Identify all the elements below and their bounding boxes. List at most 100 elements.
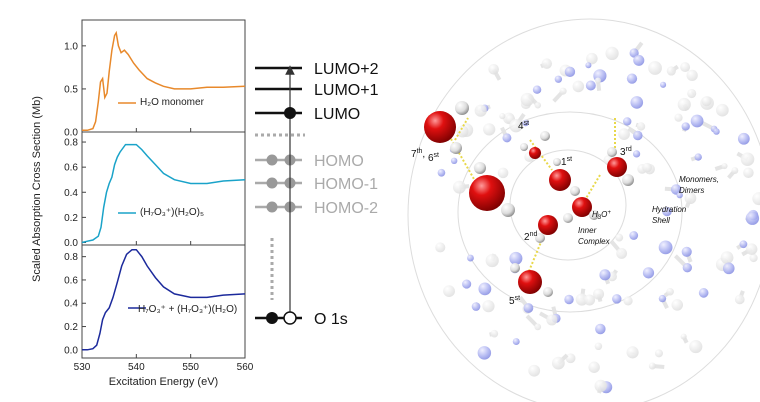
- atom: [509, 119, 523, 133]
- label-part: 1: [561, 157, 567, 168]
- atom: [554, 75, 563, 83]
- oxygen: [518, 270, 542, 294]
- y-tick-label: 0.0: [64, 345, 78, 356]
- atom: [456, 125, 469, 138]
- atom: [721, 162, 728, 170]
- atom: [594, 342, 603, 351]
- hydrogen: [535, 233, 545, 243]
- x-tick-label: 530: [74, 362, 91, 373]
- hydration-shell: [457, 111, 683, 313]
- atom: [722, 262, 735, 275]
- atom: [666, 66, 676, 76]
- atom: [666, 288, 674, 296]
- atom: [452, 180, 466, 194]
- atom: [716, 103, 729, 117]
- hydrogen: [570, 186, 580, 196]
- hydrogen: [553, 158, 561, 166]
- atom: [588, 361, 600, 373]
- atom: [599, 269, 611, 281]
- hydrogen: [455, 101, 469, 115]
- atom: [749, 253, 758, 263]
- shell-label: 3rd: [620, 146, 632, 158]
- label-part: st: [524, 120, 530, 127]
- label-part: st: [434, 152, 440, 159]
- atom: [658, 240, 673, 255]
- data-line: [82, 248, 246, 351]
- atom: [660, 81, 667, 88]
- x-tick-label: 550: [182, 362, 199, 373]
- atom: [626, 346, 639, 359]
- atom: [512, 338, 520, 346]
- oxygen: [538, 215, 558, 235]
- hydrogen: [474, 162, 486, 174]
- atom: [670, 184, 682, 195]
- hydrogen: [622, 174, 634, 186]
- atom: [648, 362, 656, 370]
- atom: [626, 73, 638, 84]
- atom: [585, 80, 596, 91]
- atom: [594, 379, 607, 393]
- level-label: HOMO: [314, 153, 364, 170]
- oxygen: [572, 197, 592, 217]
- atom: [623, 296, 633, 306]
- level-label: HOMO-1: [314, 176, 378, 193]
- atom: [564, 66, 576, 77]
- atom: [676, 191, 683, 199]
- atom: [565, 353, 576, 364]
- core-hole: [283, 311, 297, 325]
- atom: [687, 88, 697, 99]
- atom: [633, 130, 643, 141]
- electron: [266, 154, 278, 166]
- region-label: Dimers: [679, 186, 704, 195]
- atom: [618, 128, 630, 140]
- region-label: Monomers,: [679, 175, 719, 184]
- atom: [662, 206, 672, 217]
- atom: [595, 323, 606, 335]
- label-part: th: [417, 148, 423, 155]
- atom: [612, 294, 622, 304]
- atom: [532, 85, 542, 94]
- legend-entry: H₇O₃⁺ + (H₇O₃⁺)(H₂O): [138, 304, 238, 315]
- atom: [720, 251, 734, 265]
- label-part: H: [592, 210, 598, 219]
- oxygen: [424, 111, 456, 143]
- atom: [584, 294, 596, 306]
- shell-label: 4st: [518, 120, 529, 132]
- atom: [534, 323, 542, 331]
- atom: [541, 58, 553, 69]
- oxygen: [607, 157, 627, 177]
- electron: [266, 177, 278, 189]
- atom: [642, 162, 652, 173]
- plot-frame: [81, 131, 246, 246]
- atom: [593, 288, 605, 300]
- atom: [499, 113, 506, 120]
- atom: [482, 300, 495, 313]
- shell-label: 1st: [561, 156, 572, 168]
- label-part: st: [567, 156, 573, 163]
- atom: [698, 288, 709, 298]
- y-tick-label: 0.2: [64, 213, 78, 224]
- atom: [509, 251, 523, 265]
- atom: [586, 52, 598, 65]
- atom: [674, 113, 683, 122]
- label-part: 5: [509, 296, 515, 307]
- atom: [654, 349, 663, 358]
- atom: [488, 64, 499, 75]
- atom: [630, 96, 644, 109]
- atom: [648, 61, 662, 75]
- atom: [681, 122, 690, 131]
- level-label: O 1s: [314, 311, 348, 328]
- hydrogen: [543, 287, 553, 297]
- label-part: rd: [626, 146, 632, 153]
- ion-label: H3O+: [592, 210, 611, 221]
- region-label: Inner: [578, 226, 597, 235]
- plot-frame: [81, 19, 246, 133]
- y-tick-label: 0.4: [64, 299, 78, 310]
- level-label: LUMO+2: [314, 61, 379, 78]
- y-tick-label: 0.6: [64, 275, 78, 286]
- atom: [680, 333, 687, 340]
- hydrogen: [563, 213, 573, 223]
- atom: [546, 314, 558, 326]
- atom: [616, 248, 628, 259]
